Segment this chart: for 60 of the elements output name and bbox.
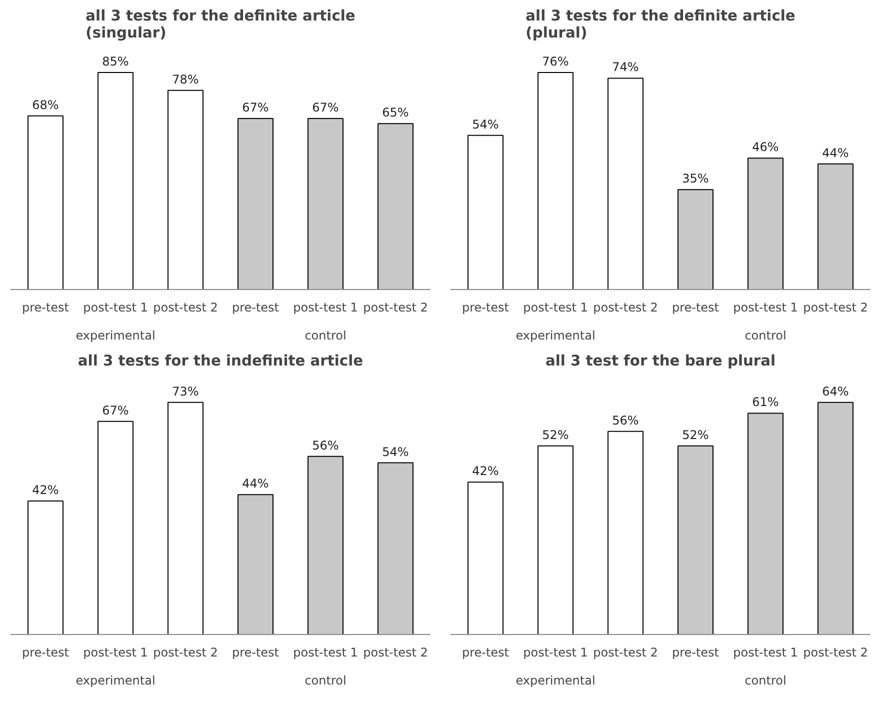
data-label: 54% bbox=[472, 117, 499, 132]
data-label: 42% bbox=[472, 464, 499, 478]
text: experimental bbox=[516, 328, 596, 342]
x-tick-label: pre-test bbox=[22, 646, 70, 660]
text: control bbox=[304, 674, 346, 688]
chart-title: all 3 tests for the definite article (singular) bbox=[86, 8, 356, 42]
x-tick-label: pre-test bbox=[232, 646, 280, 660]
text: control bbox=[744, 674, 786, 688]
text: experimental bbox=[76, 674, 156, 688]
x-tick-label: post-test 1 bbox=[733, 646, 798, 660]
data-label: 42% bbox=[32, 482, 59, 497]
x-tick-label: pre-test bbox=[22, 300, 70, 314]
data-label: 52% bbox=[542, 428, 569, 442]
chart-title: all 3 test for the bare plural bbox=[545, 352, 776, 370]
x-tick-label: post-test 2 bbox=[593, 646, 658, 660]
data-label: 56% bbox=[312, 438, 339, 452]
data-label: 67% bbox=[242, 100, 269, 114]
data-label: 56% bbox=[612, 413, 639, 428]
data-label: 67% bbox=[102, 403, 129, 418]
x-tick-label: post-test 2 bbox=[363, 646, 428, 660]
x-tick-label: post-test 1 bbox=[523, 646, 588, 660]
text: control bbox=[304, 328, 346, 342]
data-label: 65% bbox=[382, 106, 409, 120]
x-tick-label: post-test 1 bbox=[293, 646, 358, 660]
x-tick-label: post-test 2 bbox=[593, 300, 658, 314]
text: control bbox=[744, 328, 786, 342]
x-tick-label: post-test 2 bbox=[803, 646, 868, 660]
data-label: 61% bbox=[752, 395, 779, 410]
data-label: 54% bbox=[382, 444, 409, 459]
data-label: 76% bbox=[542, 54, 569, 69]
x-tick-label: pre-test bbox=[672, 300, 720, 314]
data-label: 64% bbox=[822, 384, 849, 398]
data-label: 46% bbox=[752, 140, 779, 154]
x-tick-label: post-test 1 bbox=[523, 300, 588, 314]
data-label: 35% bbox=[682, 172, 709, 186]
x-tick-label: post-test 2 bbox=[153, 300, 218, 314]
x-tick-label: pre-test bbox=[232, 300, 280, 314]
data-label: 44% bbox=[822, 146, 849, 160]
chart-title: all 3 tests for the definite article (plural) bbox=[526, 8, 796, 42]
data-label: 78% bbox=[172, 72, 199, 86]
x-tick-label: post-test 1 bbox=[83, 300, 148, 314]
data-label: 85% bbox=[102, 54, 129, 69]
text: experimental bbox=[76, 328, 156, 342]
data-label: 68% bbox=[32, 98, 59, 112]
x-tick-label: pre-test bbox=[462, 646, 510, 660]
data-label: 52% bbox=[682, 428, 709, 442]
x-tick-label: post-test 2 bbox=[363, 300, 428, 314]
chart-title: all 3 tests for the indefinite article bbox=[78, 352, 364, 370]
x-tick-label: post-test 1 bbox=[293, 300, 358, 314]
x-tick-label: pre-test bbox=[462, 300, 510, 314]
data-label: 74% bbox=[612, 60, 639, 74]
text: experimental bbox=[516, 674, 596, 688]
x-tick-label: post-test 2 bbox=[153, 646, 218, 660]
x-tick-label: post-test 1 bbox=[733, 300, 798, 314]
data-label: 67% bbox=[312, 100, 339, 114]
data-label: 44% bbox=[242, 476, 269, 491]
x-tick-label: post-test 1 bbox=[83, 646, 148, 660]
x-tick-label: pre-test bbox=[672, 646, 720, 660]
data-label: 73% bbox=[172, 384, 199, 398]
x-tick-label: post-test 2 bbox=[803, 300, 868, 314]
